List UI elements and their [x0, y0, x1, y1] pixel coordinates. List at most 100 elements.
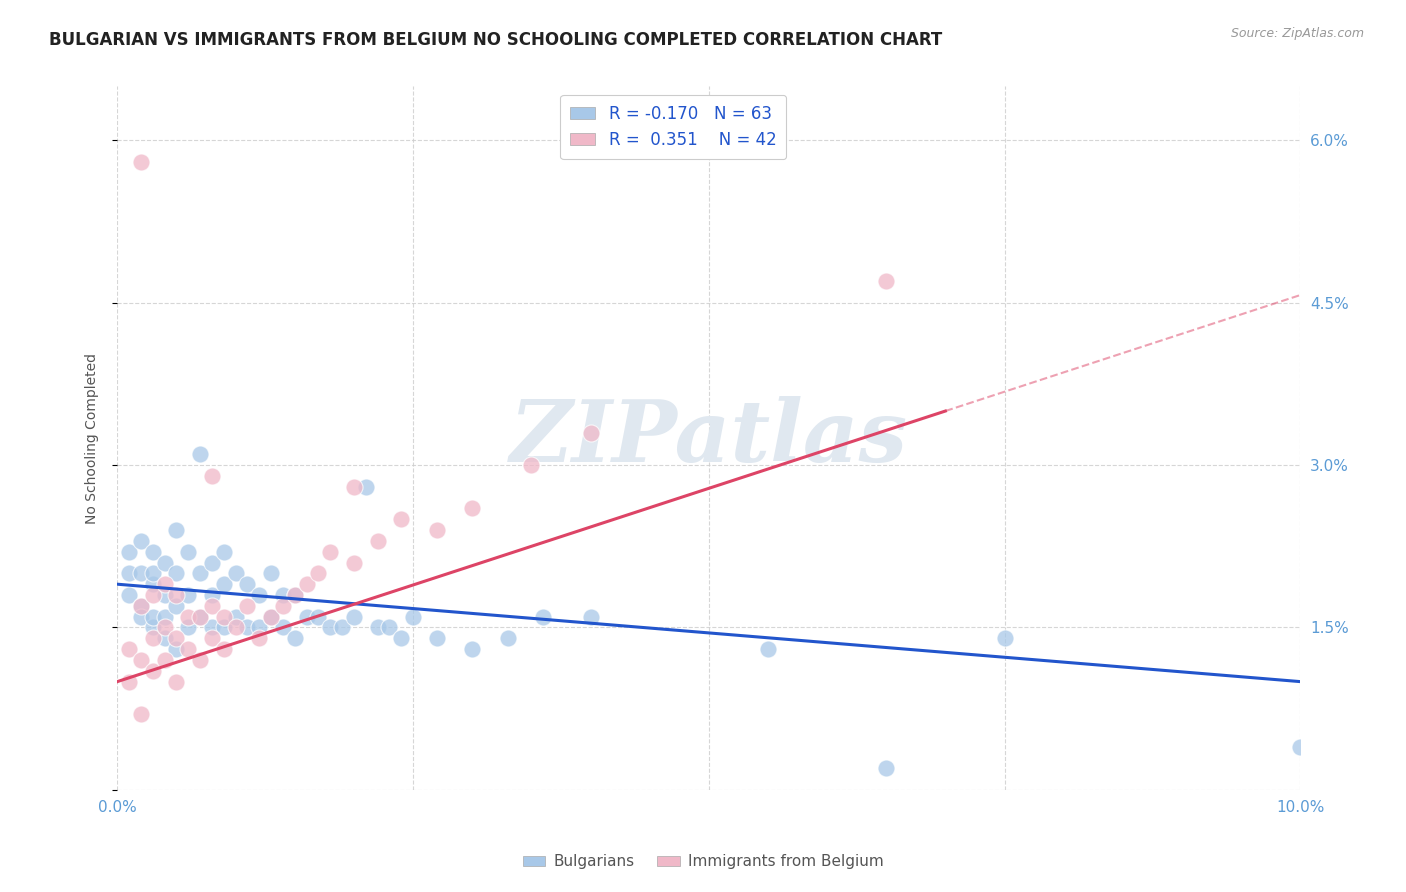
Point: [201, 588, 224, 602]
Point: [166, 642, 188, 657]
Point: [129, 155, 152, 169]
Point: [875, 761, 897, 775]
Point: [129, 609, 152, 624]
Point: [260, 566, 283, 581]
Point: [153, 620, 176, 634]
Point: [188, 447, 211, 461]
Point: [284, 632, 307, 646]
Point: [1289, 739, 1312, 754]
Text: ZIPatlas: ZIPatlas: [510, 396, 908, 480]
Point: [188, 566, 211, 581]
Point: [284, 588, 307, 602]
Point: [520, 458, 543, 472]
Point: [153, 632, 176, 646]
Point: [166, 566, 188, 581]
Point: [225, 609, 247, 624]
Point: [579, 609, 602, 624]
Point: [212, 642, 235, 657]
Point: [295, 609, 318, 624]
Point: [271, 599, 294, 613]
Point: [201, 620, 224, 634]
Point: [579, 425, 602, 440]
Point: [271, 620, 294, 634]
Point: [225, 566, 247, 581]
Point: [260, 609, 283, 624]
Y-axis label: No Schooling Completed: No Schooling Completed: [86, 352, 100, 524]
Point: [461, 642, 484, 657]
Point: [201, 469, 224, 483]
Point: [307, 609, 329, 624]
Point: [426, 523, 449, 537]
Point: [284, 588, 307, 602]
Point: [247, 620, 270, 634]
Point: [212, 577, 235, 591]
Point: [367, 533, 389, 548]
Point: [142, 620, 165, 634]
Legend: R = -0.170   N = 63, R =  0.351    N = 42: R = -0.170 N = 63, R = 0.351 N = 42: [560, 95, 786, 159]
Text: Source: ZipAtlas.com: Source: ZipAtlas.com: [1230, 27, 1364, 40]
Point: [153, 577, 176, 591]
Point: [236, 599, 259, 613]
Point: [225, 620, 247, 634]
Point: [142, 664, 165, 678]
Point: [129, 533, 152, 548]
Point: [166, 523, 188, 537]
Point: [343, 609, 366, 624]
Point: [378, 620, 401, 634]
Point: [142, 609, 165, 624]
Point: [343, 556, 366, 570]
Point: [118, 642, 141, 657]
Point: [212, 545, 235, 559]
Legend: Bulgarians, Immigrants from Belgium: Bulgarians, Immigrants from Belgium: [516, 848, 890, 875]
Point: [129, 707, 152, 722]
Point: [201, 632, 224, 646]
Point: [142, 577, 165, 591]
Point: [153, 653, 176, 667]
Point: [177, 642, 200, 657]
Point: [461, 501, 484, 516]
Point: [166, 674, 188, 689]
Point: [166, 588, 188, 602]
Point: [188, 609, 211, 624]
Point: [307, 566, 329, 581]
Point: [118, 588, 141, 602]
Point: [153, 609, 176, 624]
Point: [875, 274, 897, 288]
Point: [993, 632, 1015, 646]
Point: [118, 566, 141, 581]
Point: [236, 620, 259, 634]
Point: [389, 632, 412, 646]
Point: [177, 609, 200, 624]
Text: BULGARIAN VS IMMIGRANTS FROM BELGIUM NO SCHOOLING COMPLETED CORRELATION CHART: BULGARIAN VS IMMIGRANTS FROM BELGIUM NO …: [49, 31, 942, 49]
Point: [129, 599, 152, 613]
Point: [247, 632, 270, 646]
Point: [142, 588, 165, 602]
Point: [330, 620, 353, 634]
Point: [177, 620, 200, 634]
Point: [343, 480, 366, 494]
Point: [142, 566, 165, 581]
Point: [166, 599, 188, 613]
Point: [129, 599, 152, 613]
Point: [177, 588, 200, 602]
Point: [247, 588, 270, 602]
Point: [212, 620, 235, 634]
Point: [236, 577, 259, 591]
Point: [319, 620, 342, 634]
Point: [118, 545, 141, 559]
Point: [367, 620, 389, 634]
Point: [402, 609, 425, 624]
Point: [354, 480, 377, 494]
Point: [118, 674, 141, 689]
Point: [295, 577, 318, 591]
Point: [188, 609, 211, 624]
Point: [201, 599, 224, 613]
Point: [201, 556, 224, 570]
Point: [260, 609, 283, 624]
Point: [531, 609, 554, 624]
Point: [188, 653, 211, 667]
Point: [271, 588, 294, 602]
Point: [153, 588, 176, 602]
Point: [166, 632, 188, 646]
Point: [129, 566, 152, 581]
